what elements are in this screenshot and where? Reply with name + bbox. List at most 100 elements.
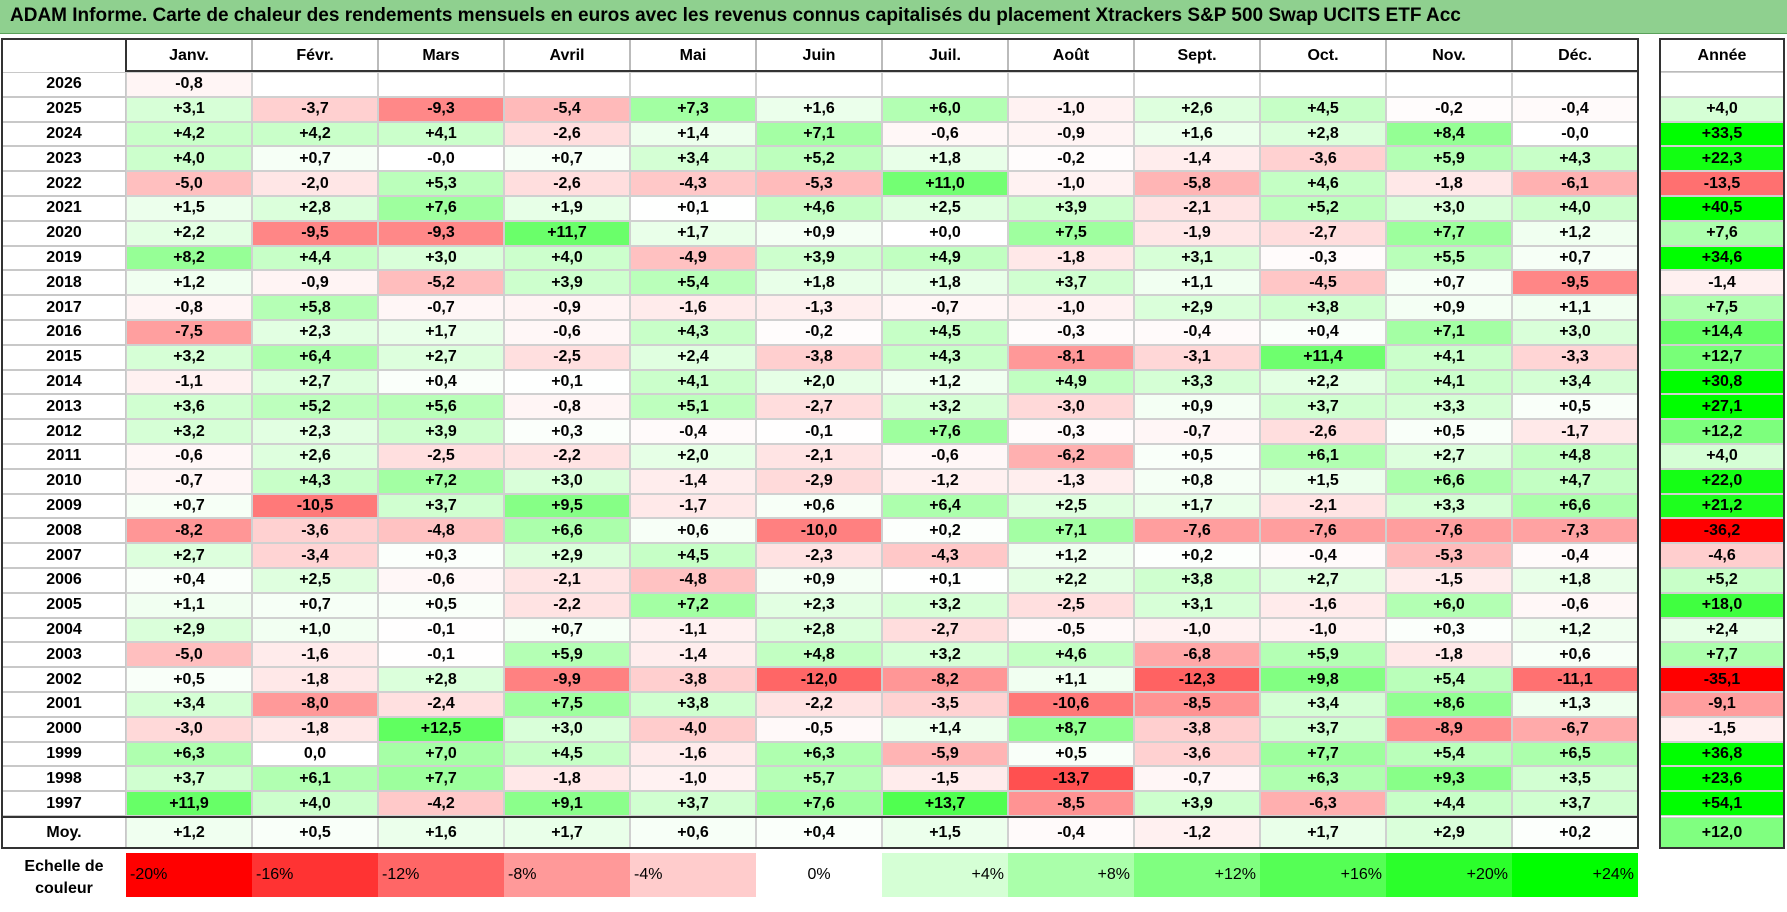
heatmap-cell: +3,7 bbox=[1512, 791, 1638, 816]
heatmap-cell: +5,4 bbox=[630, 270, 756, 296]
heatmap-cell: +1,1 bbox=[126, 592, 252, 618]
heatmap-cell: -3,3 bbox=[1512, 344, 1638, 370]
heatmap-cell: -2,2 bbox=[504, 444, 630, 469]
heatmap-cell: -9,5 bbox=[252, 220, 378, 246]
heatmap-cell: +3,9 bbox=[378, 419, 504, 444]
heatmap-cell: -2,4 bbox=[378, 692, 504, 717]
heatmap-cell: +2,7 bbox=[126, 543, 252, 568]
heatmap-cell: -7,6 bbox=[1134, 518, 1260, 544]
heatmap-cell: -1,9 bbox=[1134, 220, 1260, 246]
heatmap-cell: +3,4 bbox=[630, 146, 756, 172]
heatmap-cell: +3,7 bbox=[630, 791, 756, 816]
heatmap-cell: -6,7 bbox=[1512, 716, 1638, 742]
heatmap-cell: -4,3 bbox=[630, 171, 756, 196]
heatmap-cell: +2,6 bbox=[252, 444, 378, 469]
month-header: Avril bbox=[504, 39, 630, 72]
heatmap-cell: +2,9 bbox=[504, 543, 630, 568]
heatmap-cell bbox=[1134, 72, 1260, 97]
heatmap-cell: -3,8 bbox=[630, 667, 756, 692]
heatmap-cell: +0,3 bbox=[504, 419, 630, 444]
heatmap-cell: +3,2 bbox=[882, 394, 1008, 420]
scale-swatch: -20% bbox=[126, 853, 252, 897]
annual-cell: +54,1 bbox=[1660, 791, 1784, 816]
heatmap-cell bbox=[378, 72, 504, 97]
annual-cell: +7,5 bbox=[1660, 295, 1784, 320]
heatmap-cell bbox=[252, 72, 378, 97]
heatmap-cell: -6,3 bbox=[1260, 791, 1386, 816]
heatmap-cell: -1,7 bbox=[630, 493, 756, 519]
heatmap-cell: -3,0 bbox=[126, 716, 252, 742]
year-label: 2009 bbox=[2, 493, 126, 519]
heatmap-cell: -2,2 bbox=[756, 692, 882, 717]
heatmap-cell: -1,1 bbox=[630, 617, 756, 643]
heatmap-cell: +3,4 bbox=[1512, 369, 1638, 395]
heatmap-cell bbox=[1386, 72, 1512, 97]
average-cell: +0,6 bbox=[630, 817, 756, 848]
heatmap-cell: -7,5 bbox=[126, 320, 252, 345]
heatmap-cell: -10,5 bbox=[252, 493, 378, 519]
heatmap-cell: +7,3 bbox=[630, 96, 756, 122]
scale-swatch: -12% bbox=[378, 853, 504, 897]
heatmap-cell: -2,9 bbox=[756, 468, 882, 494]
heatmap-cell: -1,0 bbox=[1008, 96, 1134, 122]
heatmap-cell: +4,3 bbox=[252, 468, 378, 494]
average-cell: +0,5 bbox=[252, 817, 378, 848]
heatmap-cell bbox=[1512, 72, 1638, 97]
heatmap-cell: +0,7 bbox=[504, 146, 630, 172]
annual-cell: +22,0 bbox=[1660, 468, 1784, 494]
annual-cell: -36,2 bbox=[1660, 518, 1784, 544]
scale-swatch: 0% bbox=[756, 853, 882, 897]
heatmap-cell: -2,6 bbox=[504, 171, 630, 196]
heatmap-cell: -3,5 bbox=[882, 692, 1008, 717]
heatmap-cell: +3,0 bbox=[504, 716, 630, 742]
heatmap-cell: -4,0 bbox=[630, 716, 756, 742]
heatmap-cell: -2,1 bbox=[1260, 493, 1386, 519]
heatmap-cell: +6,6 bbox=[1386, 468, 1512, 494]
heatmap-cell: -9,9 bbox=[504, 667, 630, 692]
heatmap-cell: +5,3 bbox=[378, 171, 504, 196]
heatmap-cell: +0,7 bbox=[126, 493, 252, 519]
heatmap-cell: +9,3 bbox=[1386, 766, 1512, 792]
heatmap-cell: -0,6 bbox=[126, 444, 252, 469]
heatmap-cell: +4,6 bbox=[1260, 171, 1386, 196]
average-cell: +1,7 bbox=[1260, 817, 1386, 848]
year-label: 2010 bbox=[2, 468, 126, 494]
heatmap-cell: -0,1 bbox=[756, 419, 882, 444]
heatmap-cell: +0,4 bbox=[1260, 320, 1386, 345]
annual-cell: -9,1 bbox=[1660, 692, 1784, 717]
month-header: Mars bbox=[378, 39, 504, 72]
heatmap-cell: +3,8 bbox=[1134, 568, 1260, 593]
heatmap-cell: +8,6 bbox=[1386, 692, 1512, 717]
scale-swatch: -4% bbox=[630, 853, 756, 897]
heatmap-cell: -5,3 bbox=[756, 171, 882, 196]
heatmap-cell: +5,5 bbox=[1386, 245, 1512, 271]
heatmap-cell: -2,3 bbox=[756, 543, 882, 568]
heatmap-cell: +9,8 bbox=[1260, 667, 1386, 692]
year-label: 2023 bbox=[2, 146, 126, 172]
heatmap-cell: +7,6 bbox=[882, 419, 1008, 444]
heatmap-cell: -3,0 bbox=[1008, 394, 1134, 420]
heatmap-cell: -1,4 bbox=[1134, 146, 1260, 172]
heatmap-cell bbox=[882, 72, 1008, 97]
heatmap-cell: +4,5 bbox=[1260, 96, 1386, 122]
heatmap-cell: -1,4 bbox=[630, 468, 756, 494]
heatmap-cell: -1,0 bbox=[1008, 295, 1134, 320]
heatmap-cell: -1,8 bbox=[252, 667, 378, 692]
heatmap-cell: -8,2 bbox=[126, 518, 252, 544]
heatmap-cell: -1,8 bbox=[1386, 171, 1512, 196]
annual-cell: +5,2 bbox=[1660, 568, 1784, 593]
heatmap-cell: +2,2 bbox=[1260, 369, 1386, 395]
heatmap-cell: -3,1 bbox=[1134, 344, 1260, 370]
heatmap-cell: -3,4 bbox=[252, 543, 378, 568]
scale-swatch: +20% bbox=[1386, 853, 1512, 897]
heatmap-cell: +1,9 bbox=[504, 196, 630, 221]
heatmap-cell: +6,4 bbox=[882, 493, 1008, 519]
heatmap-cell: -0,6 bbox=[882, 444, 1008, 469]
heatmap-cell: +7,6 bbox=[756, 791, 882, 816]
year-label: 2021 bbox=[2, 196, 126, 221]
heatmap-cell: -1,6 bbox=[252, 642, 378, 668]
heatmap-cell: +3,2 bbox=[126, 344, 252, 370]
year-label: 2026 bbox=[2, 72, 126, 97]
heatmap-cell: -8,9 bbox=[1386, 716, 1512, 742]
heatmap-cell: -0,4 bbox=[1512, 543, 1638, 568]
